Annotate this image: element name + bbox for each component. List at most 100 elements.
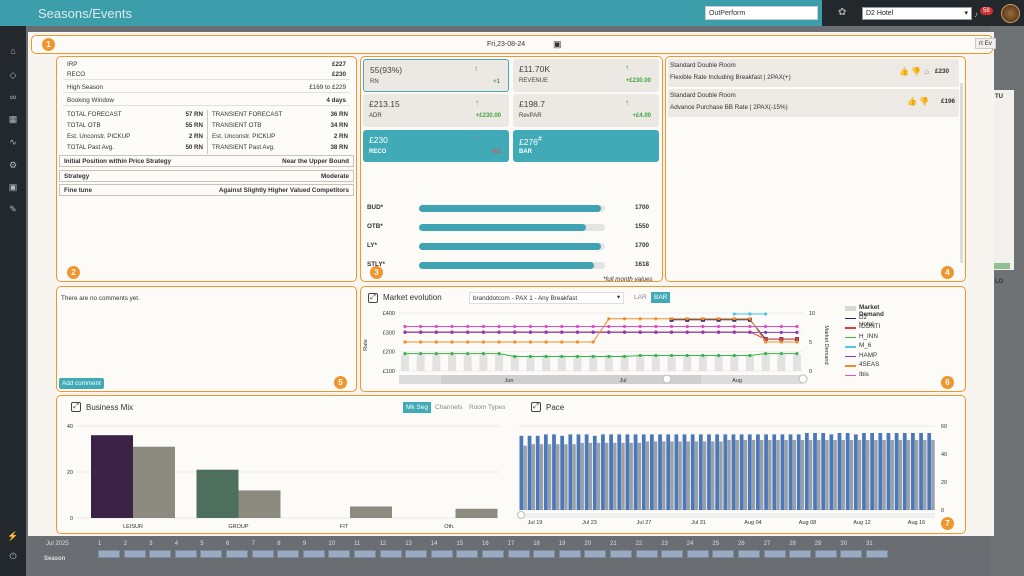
tab-mk-seg[interactable]: Mk Seg — [403, 402, 432, 413]
thumb-up-icon[interactable]: 👍 — [907, 97, 917, 106]
thumb-down-icon[interactable]: 👎 — [911, 67, 921, 76]
kpi-label: RevPAR — [519, 113, 542, 119]
avatar[interactable] — [1001, 4, 1020, 23]
finetune-value: Against Slightly Higher Valued Competito… — [218, 187, 349, 194]
data-point — [717, 324, 721, 329]
calendar-day-cell[interactable] — [302, 550, 325, 558]
calendar-day-cell[interactable] — [149, 550, 172, 558]
calendar-day-cell[interactable] — [507, 550, 530, 558]
power-icon[interactable]: ⏻ — [9, 551, 17, 561]
budget-bar-track — [419, 224, 605, 231]
otb-label: TOTAL OTB — [67, 122, 101, 129]
booking-window-row: Booking Window 4 days — [63, 95, 350, 106]
calendar-day-cell[interactable] — [174, 550, 197, 558]
calendar-day-cell[interactable] — [814, 550, 837, 558]
comments-empty: There are no comments yet. — [61, 295, 140, 302]
add-comment-button[interactable]: Add comment — [59, 378, 104, 389]
x-tick-label: Jun — [505, 378, 514, 384]
legend-swatch — [845, 327, 856, 329]
kpi-revenue[interactable]: £11.70K REVENUE ↑ +£230.00 — [513, 59, 659, 92]
bar — [584, 434, 589, 510]
legend-swatch — [845, 306, 856, 311]
gear-icon[interactable]: ✿ — [838, 7, 847, 18]
calendar-day-cell[interactable] — [712, 550, 735, 558]
image-icon[interactable]: ▣ — [8, 182, 18, 192]
calendar-day-cell[interactable] — [584, 550, 607, 558]
hotel-selector[interactable]: D2 Hotel ▾ — [862, 7, 972, 20]
kpi-rn[interactable]: 55(93%) RN ↑ +1 — [363, 59, 509, 92]
market-source-select[interactable]: branddotcom - PAX 1 - Any Breakfast ▾ — [469, 292, 624, 304]
demand-bar — [573, 354, 582, 371]
bar — [931, 440, 935, 510]
calendar-day-cell[interactable] — [405, 550, 428, 558]
calendar-day-cell[interactable] — [533, 550, 556, 558]
link-icon[interactable]: ∞ — [9, 92, 17, 102]
kpi-reco[interactable]: £230 RECO ↑ +£1 — [363, 130, 509, 162]
calendar-day-cell[interactable] — [610, 550, 632, 558]
room-price: £196 — [940, 98, 955, 105]
data-point — [513, 324, 517, 329]
expand-icon[interactable]: ⤢ — [531, 402, 541, 412]
calendar-day-cell[interactable] — [456, 550, 479, 558]
scrollbar[interactable] — [960, 83, 963, 263]
wrench-icon[interactable]: ✎ — [9, 204, 17, 214]
calendar-day-cell[interactable] — [763, 550, 786, 558]
calendar-day-cell[interactable] — [866, 550, 888, 558]
legend-label: M_6 — [859, 342, 872, 349]
data-point — [701, 353, 705, 358]
kpi-adr[interactable]: £213.15 ADR ↑ +£230.00 — [363, 94, 509, 127]
plug-icon[interactable]: ⚡ — [7, 531, 19, 541]
transient-pickup-label: Est. Unconstr. PICKUP — [212, 133, 276, 140]
budget-bar-fill — [419, 243, 602, 250]
calendar-day-cell[interactable] — [226, 550, 248, 558]
kpi-revpar[interactable]: £198.7 RevPAR ↑ +£4.00 — [513, 94, 659, 127]
calendar-day-cell[interactable] — [123, 550, 146, 558]
bar — [886, 433, 891, 510]
tab-channels[interactable]: Channels — [435, 404, 463, 411]
trend-icon[interactable]: ∿ — [9, 137, 17, 147]
calendar-day-cell[interactable] — [661, 550, 684, 558]
grid-icon[interactable]: ▦ — [8, 114, 18, 124]
export-button[interactable]: rt Ev — [975, 38, 996, 49]
calendar-day-number: 3 — [149, 541, 153, 547]
series-line — [671, 319, 797, 340]
calendar-day-cell[interactable] — [738, 550, 760, 558]
calendar-day-cell[interactable] — [379, 550, 402, 558]
calendar-day-cell[interactable] — [635, 550, 658, 558]
calendar-day-cell[interactable] — [200, 550, 223, 558]
bar — [455, 508, 498, 518]
thumb-down-icon[interactable]: 👎 — [919, 97, 929, 106]
bar — [914, 440, 919, 510]
expand-icon[interactable]: ⤢ — [368, 293, 378, 303]
thumb-up-icon[interactable]: 👍 — [899, 67, 909, 76]
calendar-day-cell[interactable] — [430, 550, 453, 558]
calendar-day-cell[interactable] — [328, 550, 351, 558]
settings-icon[interactable]: ⚙ — [8, 160, 18, 170]
expand-icon[interactable]: ⤢ — [71, 402, 81, 412]
tab-lar[interactable]: LAR — [634, 294, 647, 301]
y-tick-label: 40 — [67, 424, 73, 430]
calendar-day-cell[interactable] — [98, 550, 120, 558]
bell-icon[interactable]: ♪ — [974, 10, 978, 19]
calendar-day-cell[interactable] — [354, 550, 376, 558]
tab-bar[interactable]: BAR — [651, 292, 671, 303]
calendar-day-cell[interactable] — [686, 550, 709, 558]
calendar-season-label: Season — [44, 556, 66, 562]
tenant-selector[interactable]: OutPerform — [705, 6, 818, 20]
calendar-icon[interactable]: ▣ — [553, 39, 562, 49]
calendar-day-cell[interactable] — [277, 550, 300, 558]
calendar-day-cell[interactable] — [840, 550, 863, 558]
sidebar: ⌂ ◇ ∞ ▦ ∿ ⚙ ▣ ✎ ⚡ ⏻ — [0, 26, 26, 576]
tab-room-types[interactable]: Room Types — [469, 404, 506, 411]
room-rate-item[interactable]: Standard Double Room Advance Purchase BB… — [668, 89, 959, 117]
calendar-day-cell[interactable] — [482, 550, 504, 558]
calendar-day-cell[interactable] — [558, 550, 581, 558]
home-icon[interactable]: ⌂ — [10, 46, 16, 56]
data-point — [764, 324, 768, 329]
room-rate-item[interactable]: Standard Double Room Flexible Rate Inclu… — [668, 59, 959, 87]
kpi-bar[interactable]: £276# BAR — [513, 130, 659, 162]
calendar-day-cell[interactable] — [251, 550, 274, 558]
calendar-day-cell[interactable] — [789, 550, 812, 558]
diamond-icon[interactable]: ◇ — [9, 70, 17, 80]
bar — [564, 444, 568, 510]
